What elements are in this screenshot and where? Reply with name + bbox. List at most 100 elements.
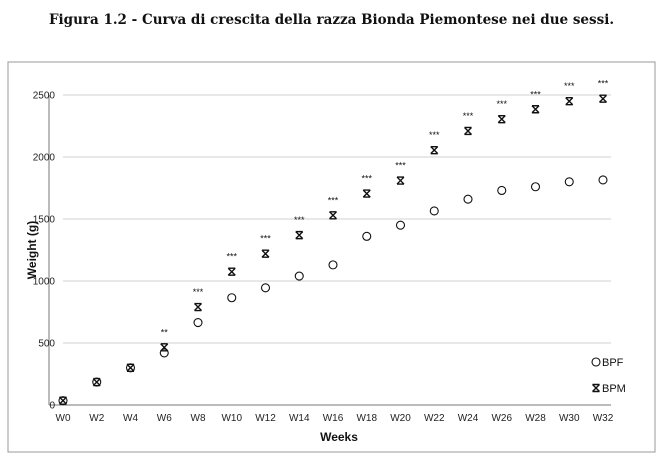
figure-caption: Figura 1.2 - Curva di crescita della raz… <box>48 12 615 28</box>
bpf-point <box>429 206 439 216</box>
significance-label: *** <box>463 111 474 121</box>
asterisk-shape <box>227 267 236 276</box>
bpm-point <box>126 363 135 372</box>
legend-bpm-marker <box>592 383 600 393</box>
bpf-point <box>193 317 203 328</box>
significance-label: *** <box>496 99 507 109</box>
grid-lines <box>63 94 611 344</box>
asterisk-shape <box>59 396 67 405</box>
significance-label: *** <box>395 161 406 171</box>
significance-label: *** <box>429 130 440 140</box>
y-tick-label: 2000 <box>33 153 56 164</box>
bpf-point <box>227 293 237 303</box>
x-tick-label: W14 <box>289 413 310 424</box>
significance-label: *** <box>598 79 609 89</box>
bpm-point <box>396 176 405 185</box>
y-tick-label: 500 <box>38 339 55 350</box>
asterisk-shape <box>464 126 472 136</box>
bpf-point <box>328 260 338 270</box>
significance-labels: ************************************** **… <box>161 79 609 338</box>
significance-label: ** <box>161 327 169 337</box>
bpf-point <box>362 231 372 241</box>
asterisk-shape <box>497 114 506 124</box>
bpm-point <box>430 145 439 155</box>
x-tick-label: W24 <box>458 413 479 424</box>
x-tick-label: W0 <box>56 413 71 424</box>
y-tick-label: 1500 <box>33 215 56 226</box>
bpf-point <box>497 185 507 196</box>
y-axis-title: Weight (g) <box>25 221 39 279</box>
x-tick-label: W32 <box>593 413 614 424</box>
significance-label: *** <box>530 89 541 99</box>
x-tick-label: W2 <box>89 413 104 424</box>
bpm-point <box>565 97 574 106</box>
significance-label: *** <box>260 234 271 244</box>
asterisk-shape <box>295 230 304 240</box>
asterisk-shape <box>531 105 540 114</box>
bpf-point <box>260 283 271 293</box>
bpm-point <box>295 230 304 240</box>
x-tick-label: W16 <box>323 413 344 424</box>
bpm-point <box>92 377 101 387</box>
y-tick-labels: 0 500 1000 1500 2000 2500 <box>33 91 56 412</box>
x-tick-label: W8 <box>191 413 206 424</box>
x-tick-label: W26 <box>491 413 512 424</box>
bpm-point <box>497 114 506 124</box>
asterisk-shape <box>160 343 169 352</box>
asterisk-shape <box>329 211 337 220</box>
y-tick-label: 2500 <box>33 91 56 102</box>
bpf-point <box>159 348 169 358</box>
significance-label: *** <box>328 195 339 205</box>
bpf-point <box>564 177 574 187</box>
significance-label: *** <box>226 252 237 262</box>
bpm-point <box>329 211 337 220</box>
x-tick-label: W18 <box>356 413 377 424</box>
asterisk-shape <box>126 363 135 372</box>
legend-bpf-marker <box>591 357 601 367</box>
bpf-point <box>395 220 406 230</box>
asterisk-shape <box>592 383 600 393</box>
bpf-point <box>598 175 608 185</box>
bpm-point <box>261 249 270 258</box>
x-tick-label: W22 <box>424 413 445 424</box>
x-tick-label: W28 <box>525 413 546 424</box>
x-axis-title: Weeks <box>320 430 358 444</box>
legend-bpf-label: BPF <box>602 357 624 369</box>
bpf-point <box>463 194 473 204</box>
asterisk-shape <box>396 176 405 185</box>
bpm-point <box>59 396 67 405</box>
bpf-point <box>530 182 541 192</box>
legend: BPF BPM <box>591 357 626 395</box>
y-tick-label: 0 <box>49 401 55 412</box>
bpm-point <box>464 126 472 136</box>
significance-label: *** <box>294 215 305 225</box>
bpf-point <box>294 271 304 281</box>
significance-label: *** <box>564 81 575 91</box>
bpm-point <box>362 189 371 198</box>
bpm-point <box>227 267 236 276</box>
bpm-point <box>599 94 607 103</box>
asterisk-shape <box>599 94 607 103</box>
x-tick-label: W12 <box>255 413 276 424</box>
bpm-point <box>531 105 540 114</box>
axes <box>48 95 611 406</box>
asterisk-shape <box>565 97 574 106</box>
bpm-point <box>160 343 169 352</box>
asterisk-shape <box>362 189 371 198</box>
y-tick-label: 1000 <box>33 277 56 288</box>
asterisk-shape <box>430 145 439 155</box>
asterisk-shape <box>92 377 101 387</box>
asterisk-shape <box>194 302 202 312</box>
series-bpm <box>59 94 607 405</box>
significance-label: *** <box>361 174 372 184</box>
x-tick-label: W4 <box>123 413 138 424</box>
bpm-point <box>194 302 202 312</box>
chart-frame <box>7 61 656 453</box>
asterisk-shape <box>261 249 270 258</box>
x-tick-label: W30 <box>559 413 580 424</box>
significance-label: *** <box>193 287 204 297</box>
x-tick-label: W20 <box>390 413 411 424</box>
legend-bpm-label: BPM <box>602 383 626 395</box>
x-tick-label: W6 <box>157 413 172 424</box>
